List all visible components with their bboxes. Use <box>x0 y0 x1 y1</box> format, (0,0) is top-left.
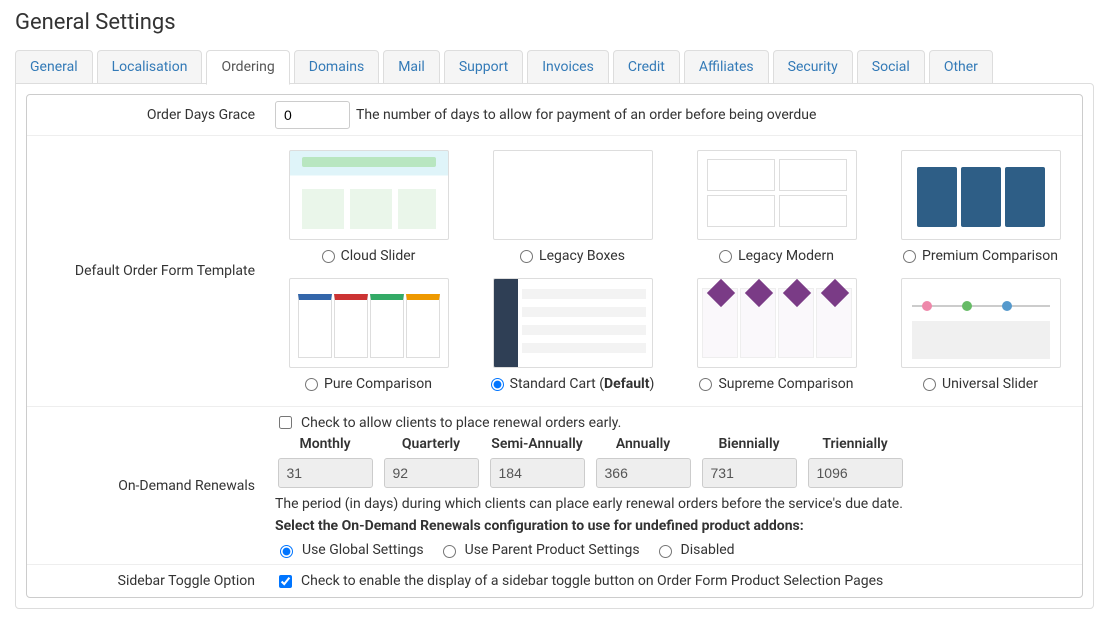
template-option-standard-cart: Standard Cart (Default) <box>483 278 662 392</box>
radio-input[interactable] <box>923 378 936 391</box>
tab-mail[interactable]: Mail <box>383 50 440 84</box>
template-thumb <box>493 278 653 368</box>
radio-input[interactable] <box>280 545 293 558</box>
template-radio-premium-comparison[interactable]: Premium Comparison <box>903 248 1058 264</box>
period-input-monthly[interactable] <box>278 458 373 488</box>
radio-input[interactable] <box>322 250 335 263</box>
template-caption: Pure Comparison <box>324 376 432 392</box>
tab-other[interactable]: Other <box>929 50 993 84</box>
radio-input[interactable] <box>491 378 504 391</box>
template-thumb <box>901 278 1061 368</box>
tab-affiliates[interactable]: Affiliates <box>684 50 769 84</box>
template-radio-standard-cart[interactable]: Standard Cart (Default) <box>491 376 655 392</box>
period-label-monthly: Monthly <box>299 436 350 452</box>
tab-security[interactable]: Security <box>773 50 853 84</box>
addon-config-heading: Select the On-Demand Renewals configurat… <box>275 518 1074 534</box>
template-thumb <box>289 278 449 368</box>
default-template-label: Default Order Form Template <box>27 136 267 406</box>
order-days-grace-label: Order Days Grace <box>27 95 267 135</box>
addon-option-label: Use Global Settings <box>302 542 424 558</box>
renewal-periods: Monthly Quarterly Semi-Annually Ann <box>275 436 1074 488</box>
radio-input[interactable] <box>443 545 456 558</box>
allow-early-label: Check to allow clients to place renewal … <box>301 415 621 431</box>
period-input-annually[interactable] <box>596 458 691 488</box>
template-caption: Supreme Comparison <box>718 376 853 392</box>
template-thumb <box>697 278 857 368</box>
template-thumb <box>289 150 449 240</box>
template-option-cloud-slider: Cloud Slider <box>279 150 458 264</box>
template-radio-legacy-modern[interactable]: Legacy Modern <box>719 248 834 264</box>
tab-ordering[interactable]: Ordering <box>206 50 289 85</box>
period-input-quarterly[interactable] <box>384 458 479 488</box>
template-caption: Universal Slider <box>942 376 1038 392</box>
template-thumb <box>901 150 1061 240</box>
tab-social[interactable]: Social <box>857 50 925 84</box>
radio-input[interactable] <box>699 378 712 391</box>
checkbox-input[interactable] <box>279 575 292 588</box>
period-input-triennially[interactable] <box>808 458 903 488</box>
sidebar-toggle-text: Check to enable the display of a sidebar… <box>301 573 883 589</box>
sidebar-toggle-checkbox[interactable]: Check to enable the display of a sidebar… <box>275 572 883 591</box>
template-radio-cloud-slider[interactable]: Cloud Slider <box>322 248 416 264</box>
period-input-biennially[interactable] <box>702 458 797 488</box>
template-option-legacy-modern: Legacy Modern <box>687 150 866 264</box>
template-option-legacy-boxes: Legacy Boxes <box>483 150 662 264</box>
template-option-pure-comparison: Pure Comparison <box>279 278 458 392</box>
sidebar-toggle-label: Sidebar Toggle Option <box>27 565 267 597</box>
template-caption: Legacy Modern <box>738 248 834 264</box>
template-grid: Cloud Slider Legacy Boxes <box>275 142 1074 400</box>
order-days-grace-input[interactable] <box>275 101 350 129</box>
addon-option-label: Use Parent Product Settings <box>465 542 640 558</box>
addon-option-label: Disabled <box>681 542 735 558</box>
period-input-semiannually[interactable] <box>490 458 585 488</box>
period-label-quarterly: Quarterly <box>402 436 460 452</box>
template-radio-legacy-boxes[interactable]: Legacy Boxes <box>520 248 625 264</box>
order-days-grace-help: The number of days to allow for payment … <box>356 107 816 123</box>
page-title: General Settings <box>15 10 1094 35</box>
radio-input[interactable] <box>719 250 732 263</box>
addon-option-global[interactable]: Use Global Settings <box>275 542 424 558</box>
addon-option-parent[interactable]: Use Parent Product Settings <box>438 542 640 558</box>
period-label-triennially: Triennially <box>822 436 887 452</box>
period-label-annually: Annually <box>616 436 670 452</box>
template-radio-pure-comparison[interactable]: Pure Comparison <box>305 376 432 392</box>
allow-early-renewal-checkbox[interactable]: Check to allow clients to place renewal … <box>275 413 1060 432</box>
tab-localisation[interactable]: Localisation <box>97 50 203 84</box>
addon-option-disabled[interactable]: Disabled <box>654 542 735 558</box>
radio-input[interactable] <box>903 250 916 263</box>
template-caption: Premium Comparison <box>922 248 1058 264</box>
template-thumb <box>493 150 653 240</box>
period-label-biennially: Biennially <box>718 436 779 452</box>
template-option-supreme-comparison: Supreme Comparison <box>687 278 866 392</box>
settings-tabs: General Localisation Ordering Domains Ma… <box>15 50 1094 84</box>
period-label-semiannually: Semi-Annually <box>491 436 582 452</box>
ordering-panel: Order Days Grace The number of days to a… <box>15 83 1094 609</box>
checkbox-input[interactable] <box>279 416 292 429</box>
tab-invoices[interactable]: Invoices <box>527 50 609 84</box>
radio-input[interactable] <box>520 250 533 263</box>
renewal-period-help: The period (in days) during which client… <box>275 496 1074 512</box>
template-option-universal-slider: Universal Slider <box>891 278 1070 392</box>
template-thumb <box>697 150 857 240</box>
template-caption: Standard Cart (Default) <box>510 376 655 392</box>
template-radio-supreme-comparison[interactable]: Supreme Comparison <box>699 376 853 392</box>
on-demand-renewals-label: On-Demand Renewals <box>27 407 267 564</box>
radio-input[interactable] <box>305 378 318 391</box>
template-caption: Cloud Slider <box>341 248 416 264</box>
tab-domains[interactable]: Domains <box>294 50 379 84</box>
template-option-premium-comparison: Premium Comparison <box>891 150 1070 264</box>
tab-support[interactable]: Support <box>444 50 523 84</box>
template-caption: Legacy Boxes <box>539 248 625 264</box>
radio-input[interactable] <box>659 545 672 558</box>
tab-general[interactable]: General <box>15 50 93 84</box>
tab-credit[interactable]: Credit <box>613 50 680 84</box>
template-radio-universal-slider[interactable]: Universal Slider <box>923 376 1038 392</box>
